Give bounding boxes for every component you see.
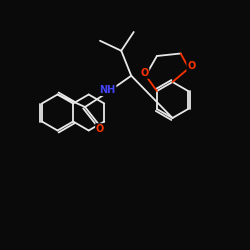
Text: O: O [140, 68, 148, 78]
Text: O: O [96, 124, 104, 134]
Text: NH: NH [100, 85, 116, 95]
Text: O: O [187, 61, 196, 71]
